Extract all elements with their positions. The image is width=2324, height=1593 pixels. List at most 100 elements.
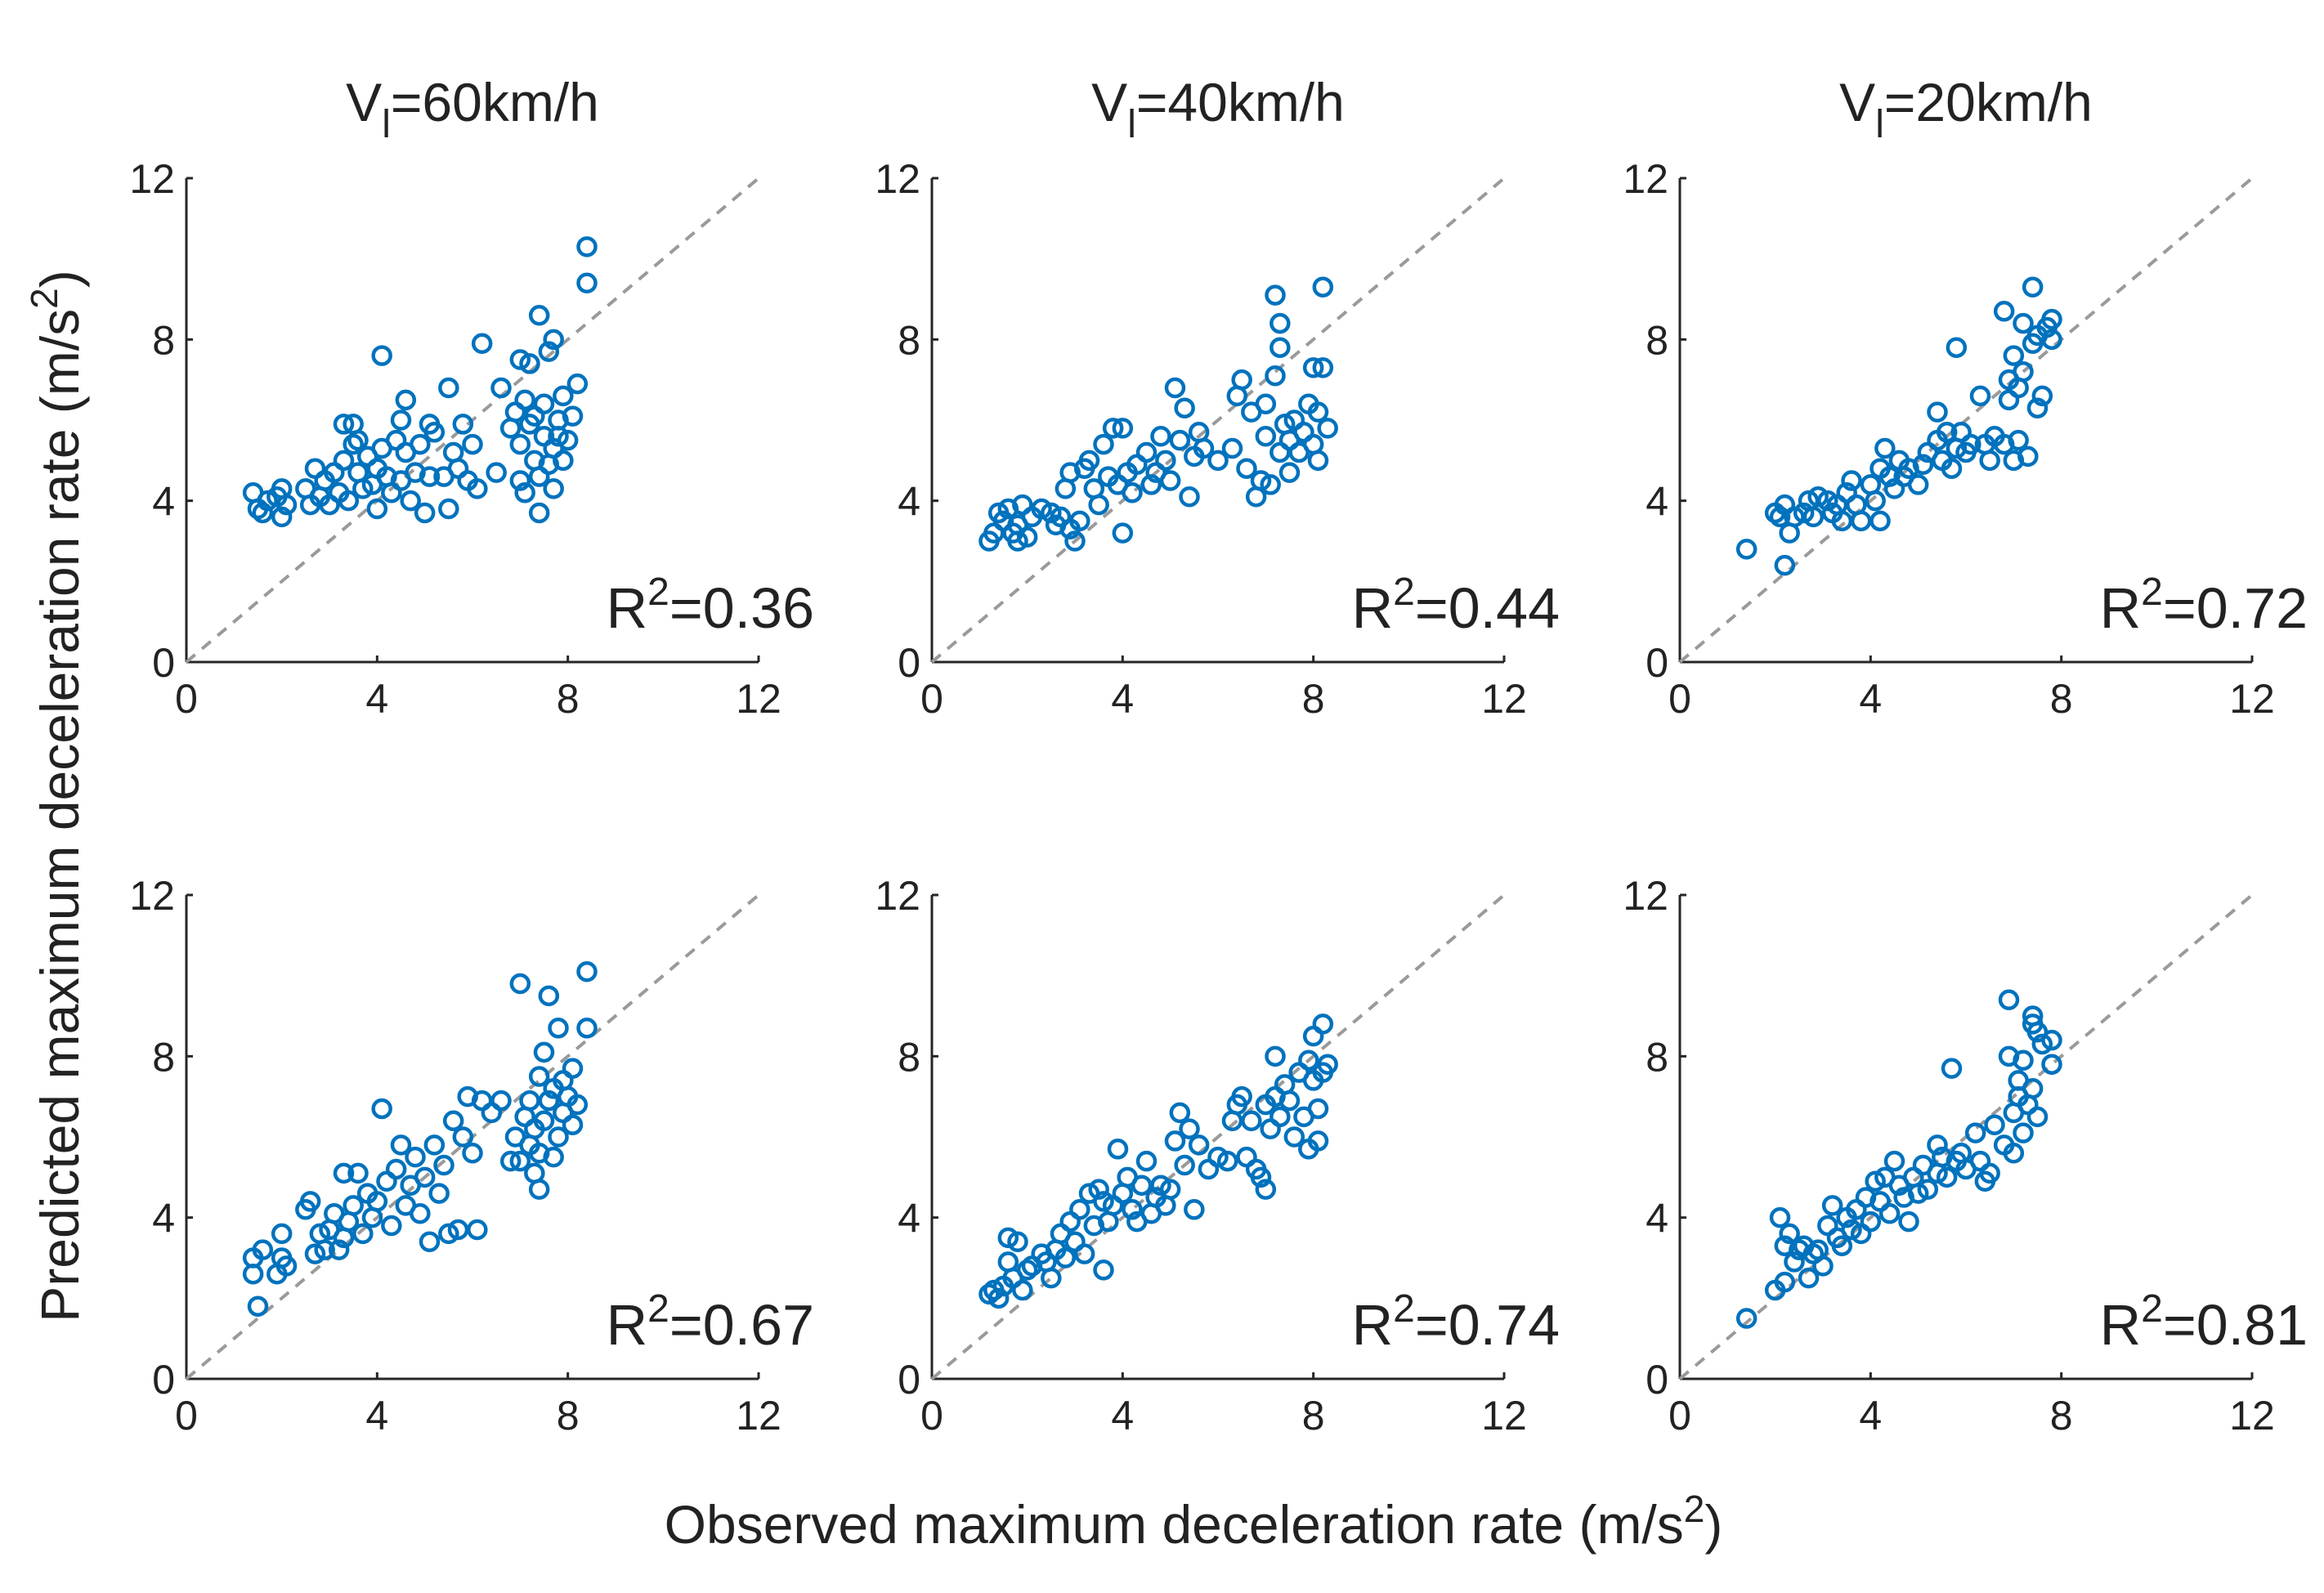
data-point <box>395 389 417 411</box>
axes-frame <box>930 178 1504 664</box>
data-point <box>1979 450 2000 472</box>
x-tick-label: 4 <box>1859 1393 1882 1439</box>
y-tick-label: 0 <box>898 640 920 686</box>
x-tick-label: 8 <box>557 1393 580 1439</box>
data-point <box>1188 1134 1210 1156</box>
r-squared-label: R2=0.36 <box>607 571 814 640</box>
data-point <box>1869 510 1891 532</box>
data-point <box>1784 1251 1805 1273</box>
data-point <box>1255 1179 1277 1200</box>
y-tick-label: 4 <box>898 1196 920 1242</box>
data-point <box>576 272 598 294</box>
data-point <box>987 1287 1010 1309</box>
data-point <box>1093 1191 1114 1212</box>
reference-line-y-equals-x <box>930 177 1506 664</box>
data-point <box>252 1239 274 1260</box>
y-tick-label: 12 <box>129 873 175 919</box>
data-point <box>1865 490 1886 512</box>
data-point <box>1159 470 1181 491</box>
data-point <box>2041 329 2062 351</box>
data-point <box>467 478 488 499</box>
data-point <box>423 1134 446 1156</box>
data-point <box>1250 1166 1272 1188</box>
r-squared-label: R2=0.44 <box>1352 571 1560 640</box>
data-point <box>1184 1199 1205 1220</box>
data-point <box>1088 494 1109 516</box>
y-tick-label: 4 <box>898 479 920 525</box>
data-point <box>543 478 564 499</box>
y-tick-label: 8 <box>152 317 175 363</box>
data-point <box>528 502 550 524</box>
data-point <box>1155 450 1176 472</box>
data-point <box>1831 1235 1853 1256</box>
y-tick-label: 4 <box>1646 479 1668 525</box>
data-point <box>438 498 459 520</box>
data-point <box>1307 1098 1329 1120</box>
data-point <box>2041 1054 2062 1075</box>
data-point <box>1131 1175 1153 1196</box>
data-point <box>1012 1279 1033 1301</box>
data-point <box>1269 1106 1291 1128</box>
r-squared-label: R2=0.81 <box>2100 1287 2308 1357</box>
data-point <box>410 433 431 455</box>
data-point <box>1255 393 1277 415</box>
data-point <box>1265 284 1286 306</box>
x-tick-label: 4 <box>1859 676 1882 722</box>
data-point <box>467 1219 488 1241</box>
x-axis-title-text: Observed maximum deceleration rate (m/s <box>665 1494 1684 1555</box>
axes-frame <box>1678 895 2252 1380</box>
data-point <box>275 494 298 516</box>
r-squared-prefix: R <box>607 576 648 640</box>
data-point <box>490 1090 512 1112</box>
data-point <box>509 1150 531 1172</box>
data-point <box>1907 474 1929 495</box>
data-point <box>252 502 274 524</box>
y-tick-label: 8 <box>1646 317 1668 363</box>
r-squared-value: =0.36 <box>669 576 814 640</box>
r-squared-prefix: R <box>2100 576 2142 640</box>
data-point <box>257 490 278 512</box>
data-point <box>562 405 584 427</box>
data-point <box>1878 466 1901 487</box>
r-squared-prefix: R <box>1352 576 1394 640</box>
data-point <box>1174 397 1195 418</box>
data-point <box>1936 1166 1958 1188</box>
data-point <box>304 1243 326 1264</box>
data-point <box>1774 1271 1796 1293</box>
data-point <box>1278 462 1301 483</box>
y-tick-label: 12 <box>129 156 175 202</box>
data-point <box>471 333 493 355</box>
x-tick-label: 4 <box>365 676 388 722</box>
data-point <box>1941 1058 1963 1079</box>
data-point <box>1807 486 1829 508</box>
data-point <box>1912 454 1934 476</box>
r-squared-prefix: R <box>607 1293 648 1357</box>
data-point <box>1817 490 1838 512</box>
data-point <box>1312 357 1334 378</box>
data-point <box>1993 301 2015 322</box>
x-tick-label: 0 <box>1668 1393 1691 1439</box>
data-point <box>1093 1260 1114 1281</box>
data-point <box>1927 1134 1948 1156</box>
data-point <box>533 1110 555 1132</box>
data-point <box>1078 450 1100 472</box>
y-tick-label: 4 <box>1646 1196 1668 1242</box>
data-point <box>1307 450 1329 472</box>
data-point <box>1798 1267 1820 1289</box>
data-point <box>1159 1179 1181 1200</box>
data-point <box>1102 418 1124 439</box>
data-point <box>2031 1033 2053 1055</box>
data-point <box>533 393 555 415</box>
x-tick-label: 8 <box>2050 1393 2073 1439</box>
data-point <box>490 377 512 399</box>
data-point <box>553 385 574 407</box>
data-point <box>1260 474 1281 495</box>
data-point <box>333 1162 355 1184</box>
data-point <box>1841 470 1862 491</box>
data-point <box>242 1263 264 1285</box>
data-point <box>528 1066 550 1087</box>
x-tick-label: 12 <box>1481 1393 1527 1439</box>
data-point <box>333 450 355 472</box>
data-point <box>405 1146 426 1168</box>
x-tick-label: 12 <box>1481 676 1527 722</box>
